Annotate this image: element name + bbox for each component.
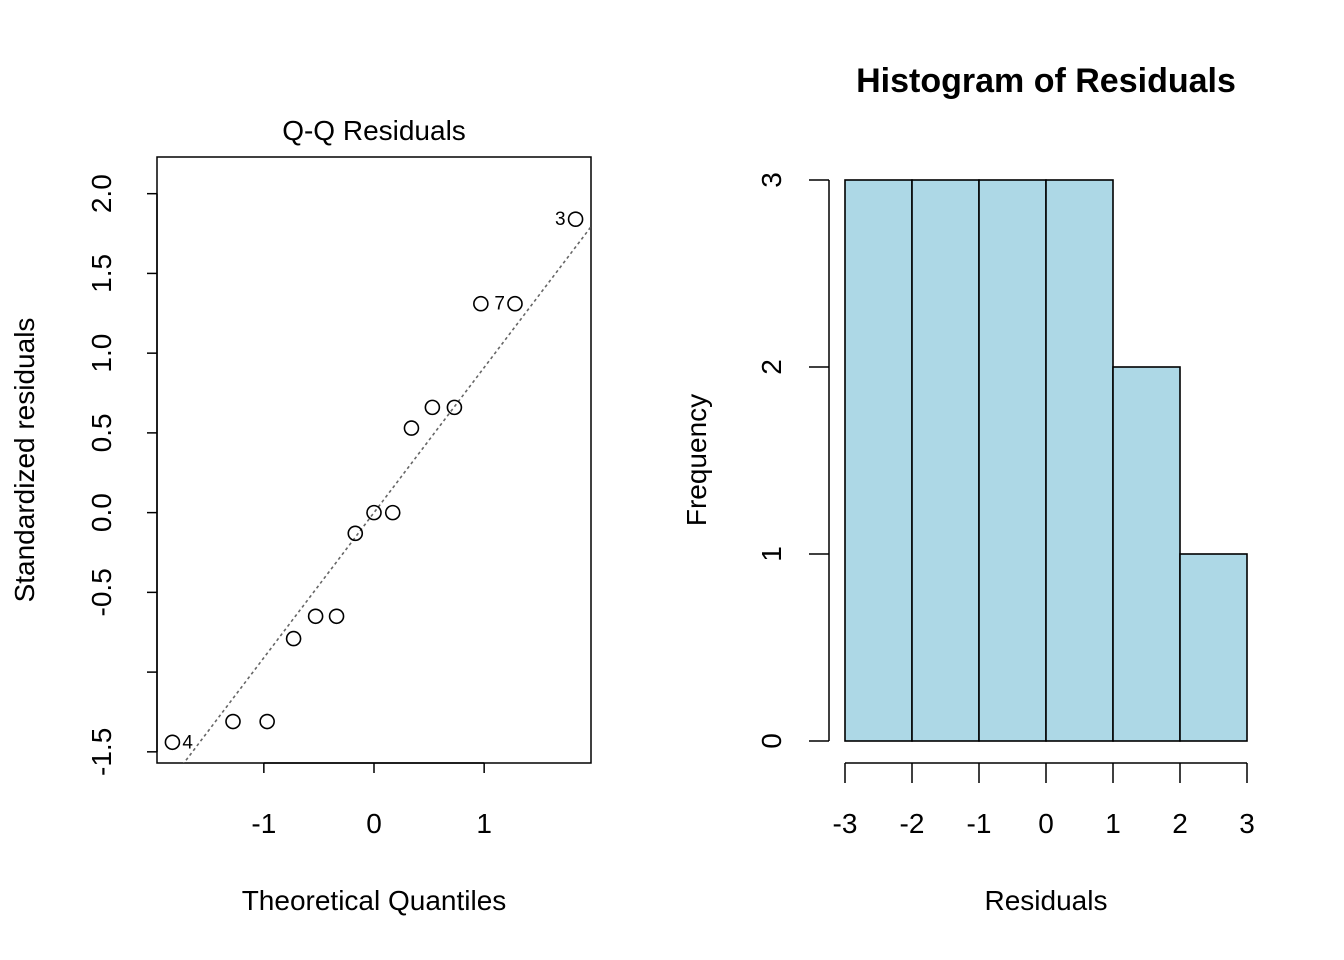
hist-x-tick-label: 3: [1239, 808, 1255, 839]
hist-bar: [1112, 366, 1181, 742]
hist-x-tick-label: 2: [1172, 808, 1188, 839]
hist-y-tick-label: 1: [756, 546, 787, 562]
qq-point: [446, 399, 463, 416]
qq-point: [259, 713, 275, 730]
qq-y-tick-label: 1.5: [86, 254, 117, 293]
qq-y-tick-label: 0.5: [86, 413, 117, 452]
qq-ylabel: Standardized residuals: [9, 318, 40, 603]
qq-point: [567, 211, 584, 227]
qq-point-label: 4: [182, 732, 193, 753]
qq-title: Q-Q Residuals: [282, 115, 466, 146]
qq-x-tick-label: -1: [251, 808, 276, 839]
qq-x-tick-label: 1: [476, 808, 492, 839]
hist-bar: [978, 179, 1047, 742]
qq-point: [473, 295, 489, 312]
qq-point-label: 3: [555, 209, 566, 230]
hist-bar: [1045, 179, 1114, 742]
hist-y-tick-label: 2: [756, 359, 787, 375]
hist-x-tick-label: -3: [833, 808, 858, 839]
qq-point: [384, 504, 401, 521]
hist-y-tick-label: 0: [756, 733, 787, 749]
hist-title: Histogram of Residuals: [856, 62, 1236, 100]
hist-xlabel: Residuals: [985, 885, 1108, 916]
hist-ylabel: Frequency: [681, 394, 712, 526]
hist-x-tick-label: -1: [967, 808, 992, 839]
hist-bar: [844, 179, 913, 742]
qq-point: [424, 399, 441, 416]
qq-plot: Q-Q Residuals Theoretical Quantiles Stan…: [9, 115, 592, 916]
qq-point: [307, 608, 324, 625]
qq-point: [164, 734, 181, 751]
qq-point: [328, 608, 345, 625]
hist-bar: [1179, 553, 1248, 742]
qq-y-tick-label: -0.5: [86, 568, 117, 616]
hist-x-tick-label: -2: [900, 808, 925, 839]
qq-plot-frame: [156, 156, 592, 764]
qq-point: [347, 525, 364, 542]
histogram: Histogram of Residuals Residuals Frequen…: [681, 62, 1255, 916]
qq-xlabel: Theoretical Quantiles: [242, 885, 507, 916]
qq-y-tick-label: 2.0: [86, 174, 117, 213]
hist-y-tick-label: 3: [756, 172, 787, 188]
qq-point: [285, 630, 302, 647]
qq-point: [507, 295, 523, 312]
qq-point: [403, 420, 420, 436]
qq-x-tick-label: 0: [366, 808, 382, 839]
hist-x-tick-label: 0: [1038, 808, 1054, 839]
qq-y-tick-label: -1.5: [86, 728, 117, 776]
qq-reference-line: [182, 226, 591, 763]
hist-x-tick-label: 1: [1105, 808, 1121, 839]
qq-y-tick-label: 1.0: [86, 334, 117, 373]
qq-point: [225, 713, 241, 730]
qq-point: [366, 504, 382, 521]
qq-y-tick-label: 0.0: [86, 493, 117, 532]
qq-point-label: 7: [494, 294, 505, 315]
hist-bar: [911, 179, 980, 742]
